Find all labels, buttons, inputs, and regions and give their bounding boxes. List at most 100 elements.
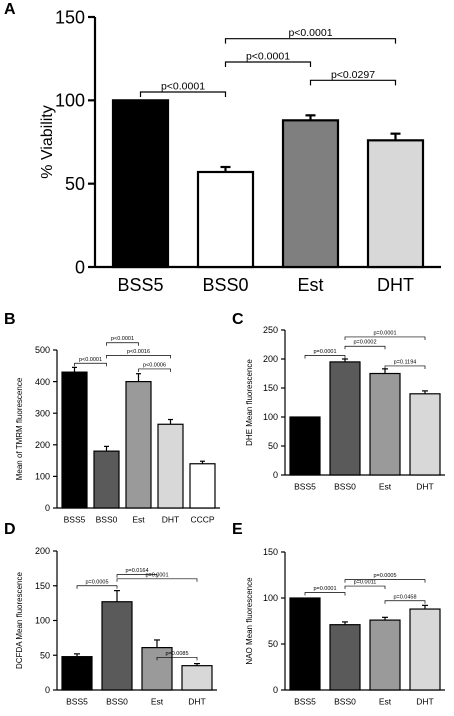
category-label: BSS5 (66, 697, 88, 707)
bar (369, 372, 401, 476)
bar (329, 361, 361, 476)
p-value-label: p=0.0001 (313, 349, 336, 355)
bar (369, 619, 401, 691)
bar (141, 647, 173, 691)
p-value-label: p=0.0001 (373, 330, 396, 336)
category-label: DHT (188, 697, 205, 707)
y-tick-label: 200 (35, 546, 50, 556)
bar (409, 393, 441, 476)
panel-d: D 0 50 100 150 200 DCFDA Mean fluorescence BSS… (4, 521, 217, 707)
y-tick-label: 400 (35, 377, 50, 387)
category-label: Est (379, 697, 392, 707)
significance-bracket (76, 585, 118, 589)
significance-bracket (106, 355, 171, 359)
y-tick-label: 200 (263, 354, 278, 364)
category-label: BSS5 (294, 697, 316, 707)
significance-bracket (139, 91, 227, 97)
y-tick-label: 100 (263, 593, 278, 603)
y-tick-label: 50 (65, 174, 85, 194)
y-tick-label: 50 (40, 650, 50, 660)
panel-letter-e: E (232, 521, 243, 538)
p-value-label: p=0.1194 (394, 359, 417, 365)
p-value-label: p<0.0006 (143, 362, 166, 368)
y-tick-label: 100 (263, 412, 278, 422)
category-label: BSS0 (202, 275, 248, 295)
p-value-label: p<0.0001 (161, 81, 205, 93)
category-label: BSS0 (334, 482, 356, 492)
y-tick-label: 150 (55, 7, 85, 27)
bar (125, 381, 152, 509)
category-label: BSS5 (64, 515, 86, 525)
p-value-label: p=0.0011 (354, 580, 377, 586)
p-value-label: p=0.0458 (393, 594, 416, 600)
category-label: DHT (416, 697, 433, 707)
y-tick-label: 100 (55, 91, 85, 111)
y-axis-label: NAO Mean fluorescence (245, 577, 254, 665)
significance-bracket (344, 585, 386, 590)
bar (101, 601, 133, 691)
significance-bracket (116, 574, 158, 578)
significance-bracket (156, 656, 198, 661)
y-tick-label: 100 (35, 616, 50, 626)
y-tick-label: 150 (35, 581, 50, 591)
p-value-label: p=0.0085 (165, 651, 188, 657)
bar (329, 624, 361, 691)
y-tick-label: 300 (35, 408, 50, 418)
bar (157, 423, 184, 509)
y-axis-label: DCFDA Mean fluorescence (15, 571, 24, 668)
significance-bracket (138, 368, 171, 372)
p-value-label: p<0.0001 (111, 336, 134, 342)
y-tick-label: 150 (263, 383, 278, 393)
category-label: BSS5 (117, 275, 163, 295)
significance-bracket (384, 365, 426, 369)
panel-letter-a: A (4, 1, 16, 18)
bar (189, 463, 216, 509)
y-axis-label: DHE Mean fluorescence (245, 359, 254, 446)
panel-letter-d: D (4, 521, 16, 538)
y-tick-label: 0 (273, 685, 278, 695)
panel-e: E 0 50 100 150 NAO Mean fluorescence BSS5 BSS0… (232, 521, 445, 707)
category-label: BSS0 (96, 515, 118, 525)
category-label: Est (379, 482, 392, 492)
y-tick-label: 50 (268, 639, 278, 649)
p-value-label: p=0.0164 (125, 568, 148, 574)
category-label: DHT (162, 515, 179, 525)
y-axis-label: Mean of TMRM fluorescence (15, 377, 24, 480)
significance-bracket (309, 79, 397, 86)
category-label: Est (132, 515, 145, 525)
bar (93, 450, 120, 509)
category-label: DHT (416, 482, 433, 492)
y-axis-label: % Viability (39, 105, 56, 179)
significance-bracket (224, 61, 312, 67)
p-value-label: p<0.0297 (331, 69, 375, 81)
category-label: BSS0 (106, 697, 128, 707)
significance-bracket (74, 362, 107, 367)
bar (196, 170, 255, 269)
category-label: Est (297, 275, 323, 295)
y-tick-label: 50 (268, 441, 278, 451)
bar (181, 665, 213, 691)
y-tick-label: 100 (35, 472, 50, 482)
bar (289, 416, 321, 476)
bar (366, 139, 425, 269)
category-label: BSS0 (334, 697, 356, 707)
significance-bracket (344, 579, 426, 583)
p-value-label: p=0.0005 (85, 579, 108, 585)
p-value-label: p=0.0001 (145, 572, 168, 578)
category-label: DHT (377, 275, 414, 295)
p-value-label: p<0.0001 (246, 51, 290, 63)
panel-letter-c: C (232, 311, 244, 328)
significance-bracket (304, 355, 346, 359)
bar (289, 597, 321, 691)
y-tick-label: 200 (35, 440, 50, 450)
category-label: BSS5 (294, 482, 316, 492)
p-value-label: p<0.0016 (127, 349, 150, 355)
y-tick-label: 0 (45, 685, 50, 695)
panel-letter-b: B (4, 311, 16, 328)
significance-bracket (106, 342, 139, 346)
bar (61, 656, 93, 691)
bar (111, 99, 170, 269)
y-tick-label: 150 (263, 547, 278, 557)
y-tick-label: 0 (273, 470, 278, 480)
